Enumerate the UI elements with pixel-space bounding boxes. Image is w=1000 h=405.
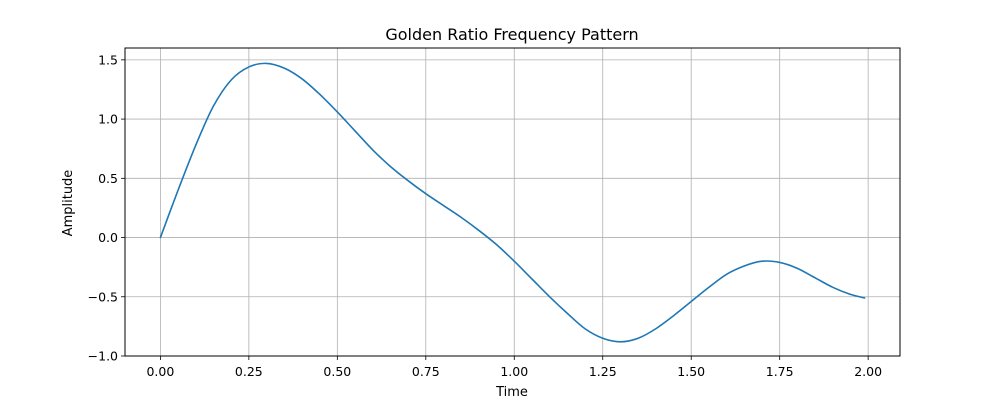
x-tick-label: 1.00 — [500, 364, 528, 379]
y-tick-label: 1.5 — [98, 52, 118, 67]
plot-frame — [124, 47, 901, 357]
y-axis-label: Amplitude — [61, 170, 76, 237]
y-tick-label: −0.5 — [88, 289, 118, 304]
series-line — [159, 62, 866, 343]
x-tick-label: 1.75 — [766, 364, 794, 379]
x-tick-label: 0.25 — [235, 364, 263, 379]
x-axis-label: Time — [495, 385, 528, 400]
x-tick-label: 2.00 — [854, 364, 882, 379]
x-tick-label: 0.75 — [412, 364, 440, 379]
y-tick-label: −1.0 — [88, 349, 118, 364]
series-layer — [159, 62, 866, 343]
y-tick-label: 0.0 — [98, 230, 118, 245]
y-tick-label: 1.0 — [98, 112, 118, 127]
axis-ticks: 0.00 0.25 0.50 0.75 1.00 1.25 1.50 1.75 2.00 −1.0… — [88, 52, 882, 379]
x-tick-label: 0.00 — [146, 364, 174, 379]
chart-title: Golden Ratio Frequency Pattern — [385, 25, 638, 44]
x-tick-label: 1.50 — [677, 364, 705, 379]
x-tick-label: 0.50 — [323, 364, 351, 379]
x-tick-label: 1.25 — [589, 364, 617, 379]
y-tick-label: 0.5 — [98, 171, 118, 186]
